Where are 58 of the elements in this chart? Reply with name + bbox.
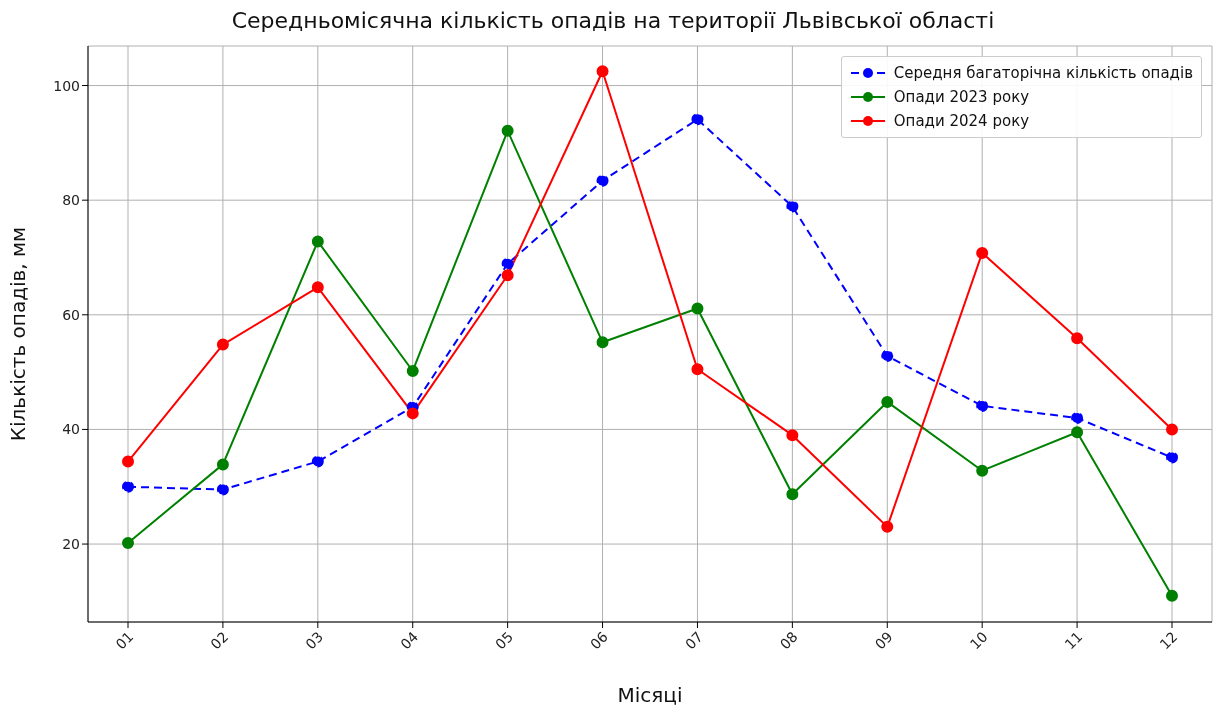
point [406, 407, 419, 420]
point [406, 364, 419, 377]
x-tick-label: 02 [207, 628, 232, 653]
point [691, 363, 704, 376]
y-tick-label: 100 [53, 77, 80, 94]
point [501, 257, 514, 270]
point [122, 480, 134, 493]
point [786, 429, 799, 442]
point [881, 520, 894, 533]
point [311, 455, 324, 468]
point [1071, 332, 1084, 345]
point [596, 336, 609, 349]
point [976, 464, 989, 477]
y-tick-label: 40 [62, 421, 80, 438]
x-tick-label: 07 [681, 628, 706, 653]
point [122, 455, 134, 468]
point [1166, 589, 1178, 602]
y-tick-label: 80 [62, 192, 80, 209]
x-axis-title: Місяці [617, 683, 683, 707]
x-tick-label: 08 [776, 628, 801, 653]
y-tick-label: 20 [62, 536, 80, 553]
x-tick-label: 11 [1061, 628, 1086, 653]
y-tick-label: 60 [62, 306, 80, 323]
point [976, 246, 989, 259]
legend-label: Опади 2023 року [893, 88, 1030, 106]
point [1071, 426, 1084, 439]
legend-label: Середня багаторічна кількість опадів [893, 64, 1193, 82]
point [216, 483, 229, 496]
point [311, 281, 324, 294]
point [216, 338, 229, 351]
point [1071, 411, 1084, 424]
point [596, 65, 609, 78]
point [1166, 451, 1178, 464]
point [216, 458, 229, 471]
point [501, 269, 514, 282]
point [596, 174, 609, 187]
point [691, 302, 704, 315]
x-tick-label: 05 [492, 628, 517, 653]
x-tick-label: 12 [1156, 628, 1181, 653]
point [976, 399, 989, 412]
point [881, 395, 894, 408]
point [1166, 423, 1178, 436]
point [691, 113, 704, 126]
point [786, 200, 799, 213]
x-tick-label: 06 [587, 628, 612, 653]
legend-label: Опади 2024 року [893, 112, 1030, 130]
point [122, 536, 134, 549]
point [311, 235, 324, 248]
x-tick-label: 10 [966, 628, 991, 653]
point [881, 350, 894, 363]
point [501, 124, 514, 137]
point [786, 488, 799, 501]
x-tick-label: 01 [112, 628, 137, 653]
x-tick-label: 09 [871, 628, 896, 653]
x-tick-label: 04 [397, 628, 422, 653]
x-tick-label: 03 [302, 628, 327, 653]
y-axis-title: Кількість опадів, мм [6, 226, 31, 442]
chart-title: Середньомісячна кількість опадів на території Львівської області [230, 8, 996, 35]
